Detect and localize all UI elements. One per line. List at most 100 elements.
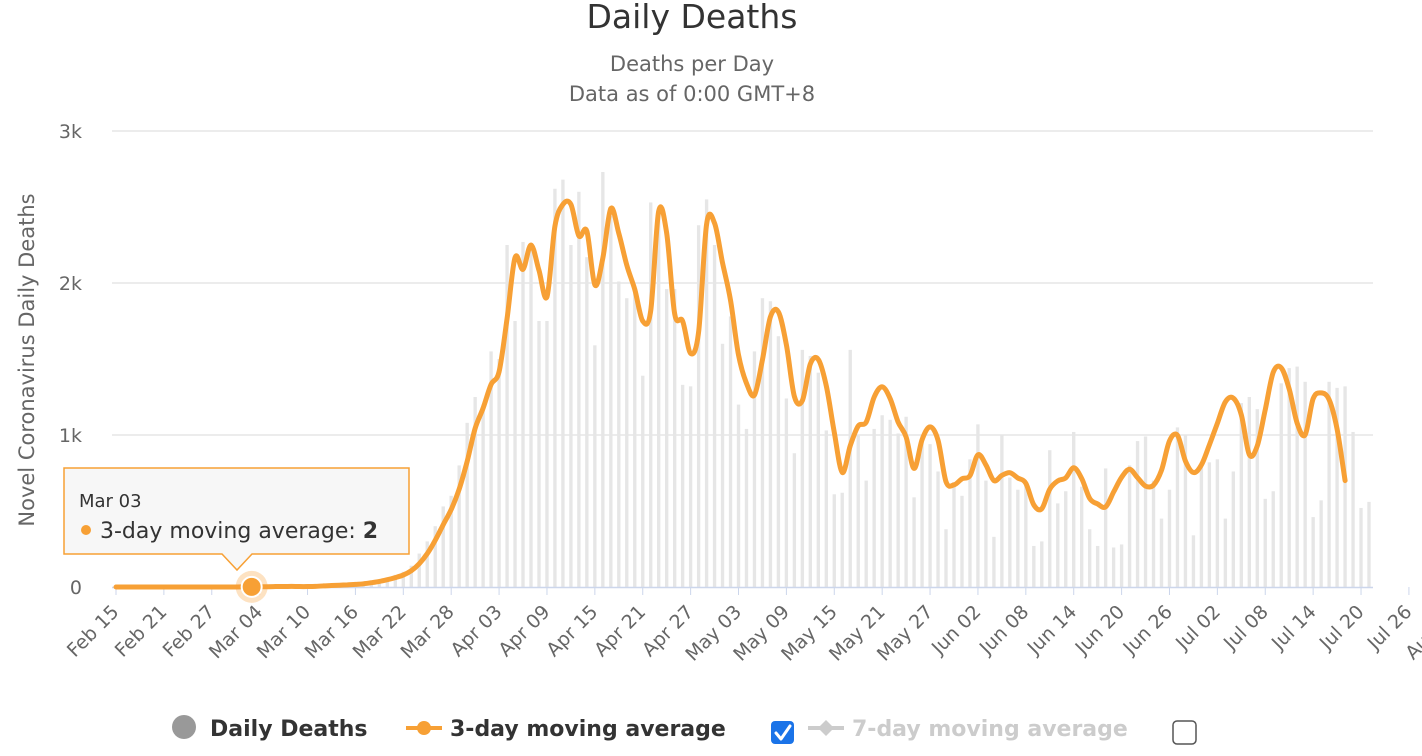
- bar: [425, 541, 429, 587]
- bar: [433, 526, 437, 587]
- bar: [473, 397, 477, 587]
- bar: [449, 495, 453, 587]
- x-tick-label: Apr 21: [590, 601, 650, 661]
- bar: [688, 386, 693, 587]
- bar: [1048, 450, 1052, 587]
- bar: [800, 349, 805, 587]
- bar: [1000, 435, 1004, 587]
- bar: [537, 321, 541, 587]
- bar: [409, 565, 413, 587]
- legend-item-daily-deaths[interactable]: Daily Deaths: [172, 715, 368, 742]
- bar: [888, 419, 892, 587]
- bar: [1287, 368, 1291, 587]
- bar: [1167, 489, 1172, 587]
- bar: [633, 289, 637, 587]
- bar: [920, 435, 924, 587]
- bar: [481, 404, 485, 587]
- bar: [816, 372, 820, 587]
- grid-lines: [112, 130, 1373, 436]
- bar: [824, 430, 828, 587]
- legend-item-7-day-average[interactable]: 7-day moving average: [808, 717, 1128, 742]
- bar: [776, 336, 781, 587]
- bar: [1072, 431, 1076, 587]
- check-icon: [774, 724, 792, 741]
- bar: [1215, 459, 1220, 587]
- x-tick-label: Apr 09: [494, 601, 554, 661]
- bar: [1080, 486, 1084, 587]
- checkbox-3-day-average[interactable]: [771, 721, 794, 744]
- bar: [569, 245, 573, 587]
- y-axis-ticks: 0 1k 2k 3k: [59, 121, 82, 599]
- legend-label-daily-deaths: Daily Deaths: [210, 717, 368, 742]
- hover-marker[interactable]: [240, 575, 263, 598]
- bar: [1231, 471, 1236, 587]
- bar: [1008, 477, 1012, 587]
- x-tick-label: Apr 03: [446, 601, 506, 661]
- bar: [984, 480, 988, 587]
- bar: [553, 188, 557, 587]
- bar: [1095, 545, 1100, 587]
- x-tick-label: Jul 02: [1171, 601, 1225, 655]
- legend-label-7-day-average: 7-day moving average: [852, 717, 1128, 742]
- bar: [808, 355, 813, 587]
- bar: [465, 422, 469, 587]
- bar: [872, 428, 876, 587]
- bar: [856, 435, 860, 587]
- bar: [457, 465, 461, 587]
- bar: [912, 497, 916, 587]
- bar: [1143, 436, 1148, 587]
- tooltip-value: 2: [363, 519, 378, 544]
- bar: [1191, 535, 1196, 587]
- bar: [505, 245, 509, 587]
- bar: [401, 571, 405, 587]
- bar: [1311, 517, 1315, 587]
- checkbox-checked[interactable]: [771, 721, 794, 744]
- x-tick-label: Jul 08: [1219, 601, 1273, 655]
- chart-title: Daily Deaths: [587, 0, 798, 36]
- y-tick-label: 3k: [59, 121, 82, 143]
- tooltip-date: Mar 03: [79, 491, 142, 512]
- legend-circle-icon: [172, 715, 196, 739]
- bar: [1327, 381, 1331, 587]
- bar: [864, 480, 868, 587]
- bar: [1319, 500, 1323, 587]
- bar: [680, 384, 685, 587]
- bar: [1263, 498, 1267, 587]
- bar: [1183, 435, 1188, 587]
- bar: [1223, 518, 1228, 587]
- bar: [704, 199, 709, 587]
- checkbox-7-day-average[interactable]: [1172, 720, 1197, 745]
- bar: [1024, 482, 1028, 587]
- bar: [1367, 501, 1371, 587]
- bar: [1239, 403, 1243, 587]
- bar: [657, 208, 661, 587]
- bar: [489, 351, 493, 587]
- bar: [1064, 491, 1068, 587]
- x-tick-label: Feb 15: [63, 601, 124, 662]
- bar: [601, 172, 605, 588]
- chart-subtitle-line-1: Deaths per Day: [610, 52, 774, 76]
- bar: [976, 424, 980, 587]
- bar: [712, 245, 717, 587]
- legend-item-3-day-average[interactable]: 3-day moving average: [406, 717, 726, 742]
- bar: [768, 301, 773, 587]
- bar: [1303, 381, 1307, 587]
- checkbox-unchecked[interactable]: [1172, 720, 1197, 745]
- tooltip-series-label: 3-day moving average:: [100, 519, 363, 544]
- bar: [1335, 387, 1339, 587]
- bar: [625, 298, 629, 587]
- tooltip: Mar 03 3-day moving average: 2: [63, 467, 410, 572]
- bar: [1343, 386, 1347, 587]
- bar: [529, 248, 533, 588]
- bar: [1207, 462, 1212, 587]
- bar: [1127, 465, 1132, 587]
- y-axis-title: Novel Coronavirus Daily Deaths: [15, 193, 39, 526]
- x-tick-label: Feb 21: [111, 601, 172, 662]
- bar: [649, 202, 653, 587]
- legend-circle-icon: [417, 721, 431, 735]
- bar: [1103, 468, 1108, 587]
- bar: [840, 492, 844, 587]
- bar: [728, 316, 733, 587]
- bar: [641, 375, 645, 587]
